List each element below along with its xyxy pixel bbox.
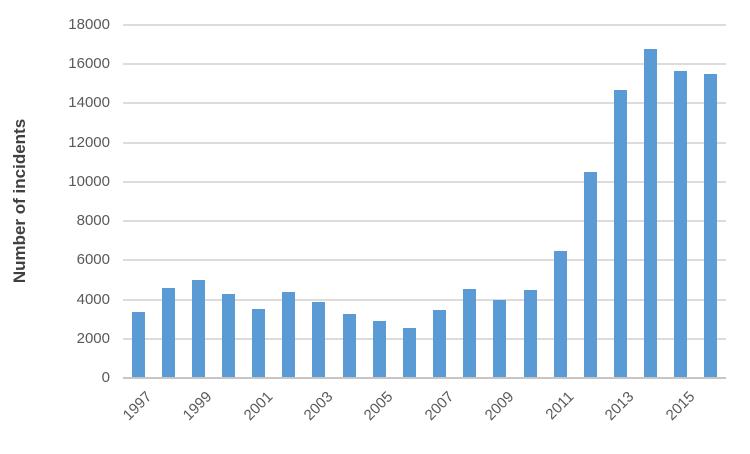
y-axis-tick-label: 8000: [76, 212, 110, 230]
bar-2001: [252, 309, 266, 378]
gridline: [123, 298, 726, 301]
x-axis-tick-label: 2005: [360, 388, 397, 424]
y-axis-tick-label: 14000: [68, 94, 110, 112]
bar-2008: [463, 288, 477, 378]
bar-2004: [342, 314, 356, 378]
gridline: [123, 259, 726, 262]
y-axis-tick-label: 4000: [76, 290, 110, 308]
bar-1998: [161, 287, 175, 378]
x-axis-tick-label: 2003: [300, 388, 337, 424]
y-axis-tick-label: 10000: [68, 172, 110, 190]
bar-2003: [312, 302, 326, 378]
y-axis-tick-label: 12000: [68, 133, 110, 151]
gridline: [123, 24, 726, 26]
x-axis-tick-label: 2011: [542, 388, 578, 424]
bar-2011: [553, 250, 567, 378]
x-axis-tick-label: 1997: [119, 388, 156, 424]
y-axis-tick-label: 6000: [76, 251, 110, 269]
y-axis-tick-label: 18000: [68, 16, 110, 33]
bar-2009: [493, 299, 507, 378]
x-axis-tick-label: 2009: [481, 388, 518, 424]
gridline: [123, 220, 726, 223]
bar-2000: [222, 293, 236, 378]
bar-2002: [282, 291, 296, 378]
y-axis-tick-label: 2000: [76, 329, 110, 347]
bar-2006: [402, 327, 416, 378]
gridline: [123, 63, 726, 66]
gridline: [123, 180, 726, 183]
x-axis-line: [123, 377, 726, 379]
x-axis-tick-label: 2015: [662, 388, 699, 424]
bar-2014: [644, 48, 658, 378]
y-axis-tick-label: 16000: [68, 55, 110, 73]
bar-2005: [372, 321, 386, 378]
gridline: [123, 141, 726, 144]
x-axis-tick-label: 1999: [180, 388, 216, 424]
bar-2016: [704, 74, 718, 378]
gridline: [123, 102, 726, 105]
x-axis-tick-label: 2013: [602, 388, 638, 424]
gridline: [123, 337, 726, 340]
x-axis-tick-label: 2001: [240, 388, 276, 424]
bar-2015: [674, 71, 688, 378]
x-axis-tick-label: 2007: [421, 388, 457, 424]
bar-1999: [191, 279, 205, 378]
bar-2010: [523, 289, 537, 378]
y-axis-tick-label: 0: [101, 369, 110, 386]
bar-2013: [613, 89, 627, 378]
bar-2012: [583, 172, 597, 378]
bar-2007: [433, 310, 447, 378]
y-axis-title: Number of incidents: [10, 118, 29, 284]
bar-1997: [131, 312, 145, 378]
